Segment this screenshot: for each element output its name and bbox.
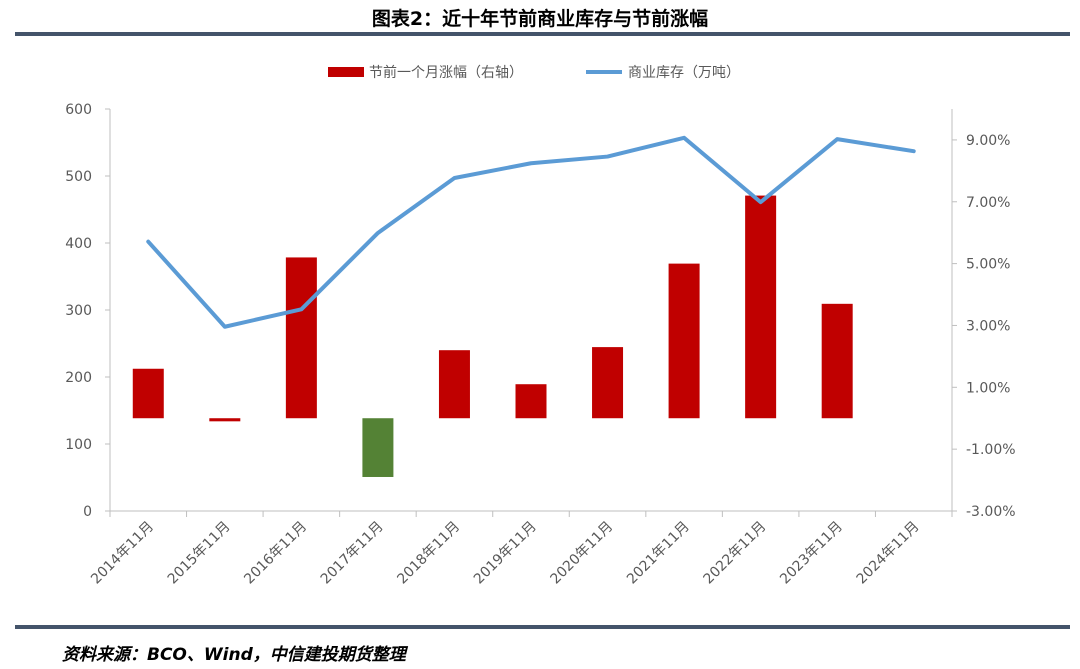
left-tick-label: 200 [65, 370, 92, 386]
x-tick-label: 2023年11月 [777, 519, 846, 588]
bar [592, 347, 624, 419]
source-note: 资料来源：BCO、Wind，中信建投期货整理 [62, 645, 406, 665]
chart-title: 图表2：近十年节前商业库存与节前涨幅 [371, 8, 709, 30]
legend: 节前一个月涨幅（右轴） 商业库存（万吨） [328, 64, 740, 81]
bar [668, 263, 700, 419]
bar [285, 257, 317, 419]
x-tick-label: 2018年11月 [394, 519, 463, 588]
x-tick-label: 2014年11月 [88, 519, 157, 588]
x-tick-label: 2019年11月 [471, 519, 540, 588]
bottom-rule [15, 625, 1070, 629]
bar [438, 350, 470, 419]
bar [745, 195, 777, 419]
left-tick-label: 400 [65, 236, 92, 252]
x-tick-label: 2016年11月 [241, 519, 310, 588]
right-tick-label: 5.00% [966, 257, 1010, 273]
left-tick-label: 600 [65, 102, 92, 118]
right-tick-label: 7.00% [966, 195, 1010, 211]
bar [362, 418, 394, 477]
left-tick-label: 500 [65, 169, 92, 185]
left-tick-label: 0 [83, 504, 92, 520]
right-tick-label: 3.00% [966, 318, 1010, 334]
bar [209, 418, 241, 422]
legend-label-line: 商业库存（万吨） [628, 65, 740, 81]
right-tick-label: -1.00% [966, 442, 1016, 458]
right-tick-label: 9.00% [966, 133, 1010, 149]
x-tick-label: 2021年11月 [624, 519, 693, 588]
right-tick-label: 1.00% [966, 380, 1010, 396]
legend-label-bar: 节前一个月涨幅（右轴） [369, 64, 523, 81]
legend-swatch-bar [328, 67, 364, 77]
left-tick-label: 300 [65, 303, 92, 319]
bar [132, 368, 164, 419]
x-tick-label: 2020年11月 [547, 519, 616, 588]
right-tick-label: -3.00% [966, 504, 1016, 520]
x-tick-label: 2022年11月 [701, 519, 770, 588]
bar [821, 303, 853, 419]
x-tick-label: 2015年11月 [165, 519, 234, 588]
x-tick-label: 2024年11月 [854, 519, 923, 588]
left-tick-label: 100 [65, 437, 92, 453]
stock-line [146, 135, 916, 329]
top-rule [15, 32, 1070, 36]
x-tick-label: 2017年11月 [318, 519, 387, 588]
bar [515, 384, 547, 419]
